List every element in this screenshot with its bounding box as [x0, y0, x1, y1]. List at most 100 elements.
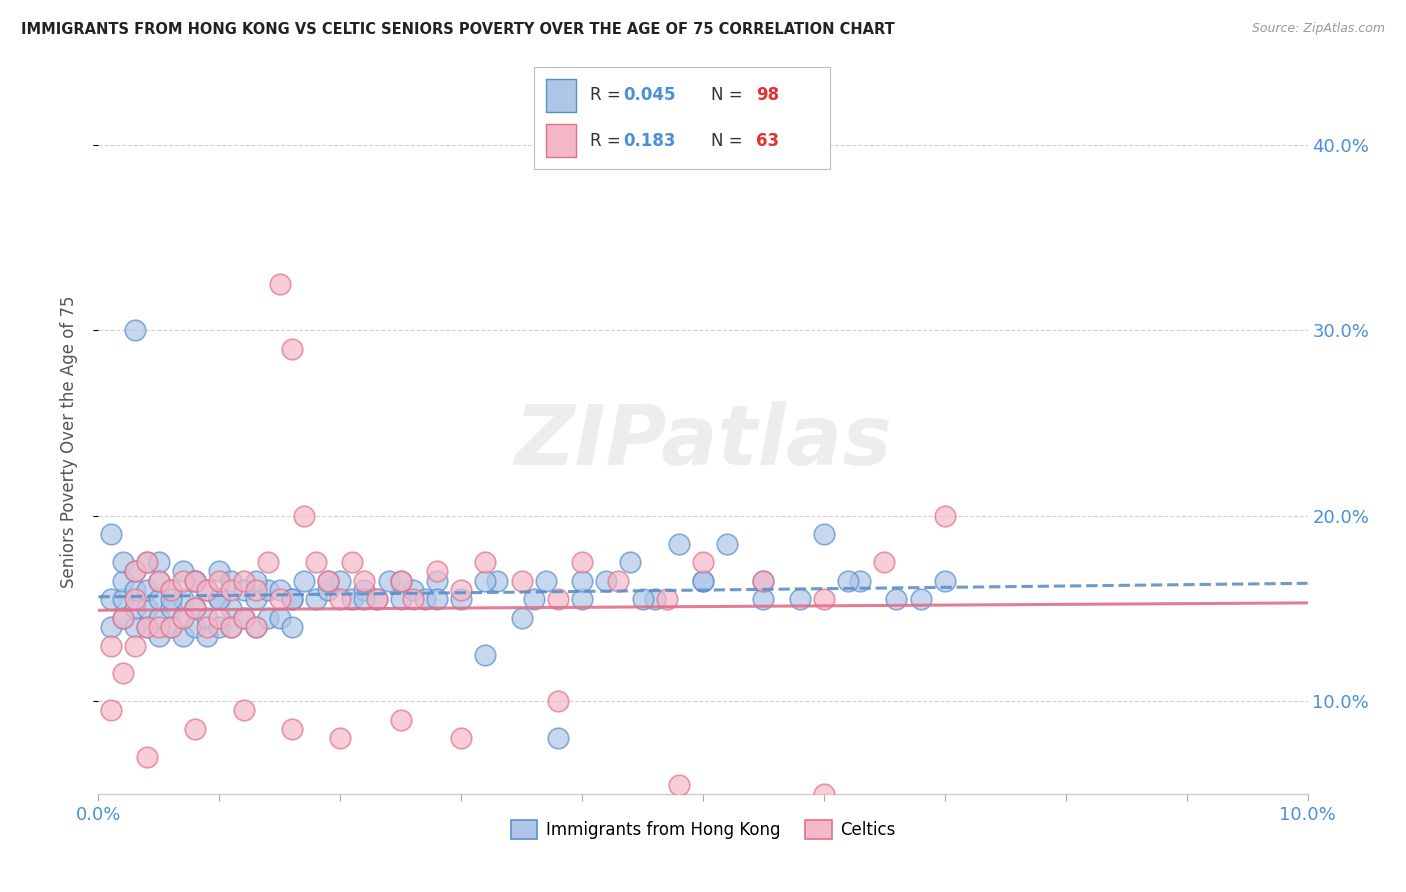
- FancyBboxPatch shape: [546, 79, 575, 112]
- Point: [160, 592, 183, 607]
- Point: [100, 527, 122, 541]
- Point: [934, 508, 956, 523]
- Point: [124, 565, 146, 579]
- Point: [474, 574, 496, 588]
- Point: [389, 574, 412, 588]
- Point: [269, 592, 291, 607]
- Point: [316, 574, 339, 588]
- Point: [353, 592, 375, 607]
- Point: [668, 536, 690, 550]
- Point: [668, 778, 690, 792]
- Point: [148, 610, 170, 624]
- Point: [292, 574, 315, 588]
- Point: [111, 574, 134, 588]
- Point: [135, 620, 157, 634]
- Point: [245, 620, 267, 634]
- Point: [571, 574, 593, 588]
- Point: [100, 592, 122, 607]
- Point: [813, 787, 835, 801]
- Point: [450, 731, 472, 746]
- Text: ZIPatlas: ZIPatlas: [515, 401, 891, 482]
- Point: [692, 574, 714, 588]
- Point: [135, 749, 157, 764]
- Point: [269, 277, 291, 291]
- Point: [329, 574, 352, 588]
- Point: [619, 555, 641, 569]
- Point: [837, 574, 859, 588]
- Point: [752, 574, 775, 588]
- Point: [148, 574, 170, 588]
- Point: [873, 555, 896, 569]
- Point: [135, 555, 157, 569]
- Point: [450, 582, 472, 597]
- Point: [221, 574, 243, 588]
- Text: N =: N =: [711, 86, 748, 103]
- Point: [184, 574, 207, 588]
- Point: [124, 620, 146, 634]
- Point: [232, 610, 254, 624]
- Point: [789, 592, 811, 607]
- Point: [571, 592, 593, 607]
- Text: 63: 63: [756, 132, 779, 150]
- Point: [655, 592, 678, 607]
- FancyBboxPatch shape: [546, 124, 575, 157]
- Point: [366, 592, 388, 607]
- Point: [172, 629, 194, 643]
- Point: [135, 601, 157, 615]
- Point: [232, 703, 254, 717]
- Point: [523, 592, 546, 607]
- Point: [547, 592, 569, 607]
- Point: [486, 574, 509, 588]
- Point: [256, 582, 278, 597]
- Point: [389, 713, 412, 727]
- Point: [402, 592, 425, 607]
- Point: [413, 592, 436, 607]
- Point: [184, 601, 207, 615]
- Point: [208, 565, 231, 579]
- Point: [124, 639, 146, 653]
- Point: [281, 620, 304, 634]
- Point: [111, 666, 134, 681]
- Text: N =: N =: [711, 132, 748, 150]
- Point: [256, 610, 278, 624]
- Point: [172, 610, 194, 624]
- Point: [716, 536, 738, 550]
- Point: [160, 582, 183, 597]
- Point: [184, 574, 207, 588]
- Point: [124, 601, 146, 615]
- Legend: Immigrants from Hong Kong, Celtics: Immigrants from Hong Kong, Celtics: [503, 813, 903, 846]
- Point: [934, 574, 956, 588]
- Point: [184, 574, 207, 588]
- Point: [752, 574, 775, 588]
- Point: [353, 574, 375, 588]
- Point: [342, 555, 364, 569]
- Point: [232, 574, 254, 588]
- Point: [353, 582, 375, 597]
- Point: [148, 629, 170, 643]
- Point: [208, 592, 231, 607]
- Text: Source: ZipAtlas.com: Source: ZipAtlas.com: [1251, 22, 1385, 36]
- Point: [135, 620, 157, 634]
- Point: [160, 620, 183, 634]
- Point: [148, 555, 170, 569]
- Point: [692, 555, 714, 569]
- Point: [510, 610, 533, 624]
- Point: [184, 620, 207, 634]
- Point: [124, 592, 146, 607]
- Point: [595, 574, 617, 588]
- Point: [305, 555, 328, 569]
- Point: [221, 582, 243, 597]
- Point: [172, 592, 194, 607]
- Point: [281, 592, 304, 607]
- Point: [148, 592, 170, 607]
- Point: [232, 610, 254, 624]
- Point: [281, 592, 304, 607]
- Point: [135, 555, 157, 569]
- Point: [534, 574, 557, 588]
- Point: [849, 574, 872, 588]
- Point: [329, 731, 352, 746]
- Point: [124, 323, 146, 337]
- Point: [631, 592, 654, 607]
- Point: [269, 610, 291, 624]
- Point: [305, 592, 328, 607]
